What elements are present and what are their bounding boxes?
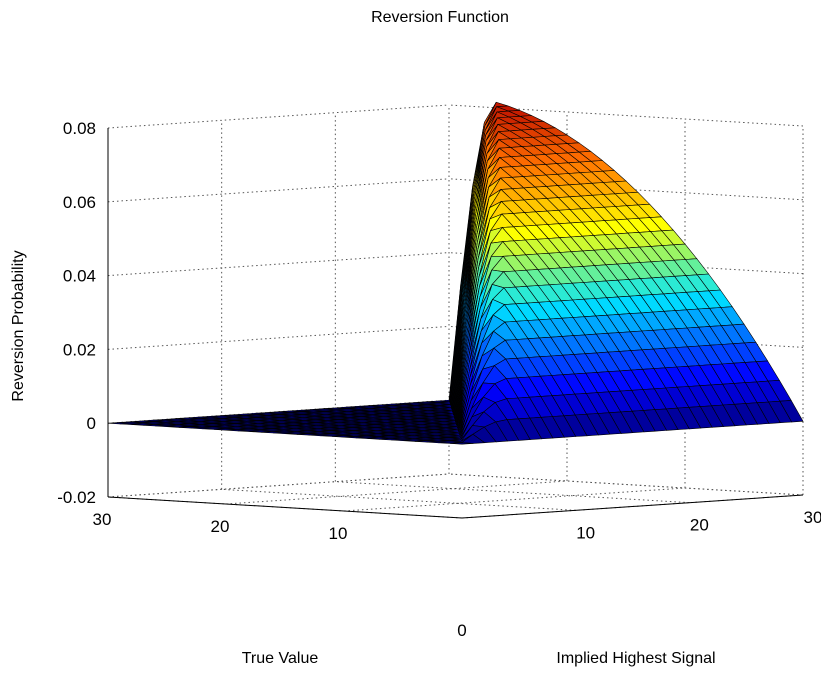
grid-line [448,473,804,496]
grid-line [107,178,450,203]
grid-line [107,473,450,498]
grid-line [448,252,804,275]
y-tick-label: 10 [576,523,595,542]
grid-line [225,480,568,505]
grid-line [448,104,804,127]
grid-line [107,325,450,350]
y-tick-label: 30 [804,508,821,527]
grid-line [107,252,450,277]
x-axis-label: True Value [242,650,319,667]
grid-line [221,488,576,511]
y-tick-label: 0 [457,621,466,640]
tick-labels: -0.02 0 0.02 0.04 0.06 0.08 10 20 30 0 10 20 30 [57,119,821,640]
z-tick-label: 0.02 [63,340,96,359]
x-tick-label: 20 [211,517,230,536]
grid-line [107,473,450,498]
z-tick-label: 0.08 [63,119,96,138]
grid-line [343,487,686,512]
y-tick-label: 20 [690,516,709,535]
x-tick-label: 10 [329,524,348,543]
x-axis-line [107,496,463,519]
surface-cell [450,442,474,445]
z-tick-label: 0.04 [63,267,96,286]
y-axis-line [461,494,804,519]
axes-grid [107,104,804,519]
z-axis-label: Reversion Probability [10,250,27,401]
grid-line [448,178,804,201]
z-tick-label: 0.06 [63,193,96,212]
grid-line [335,481,690,504]
grid-line [448,473,804,496]
z-tick-label: 0 [87,414,96,433]
grid-line [107,104,450,129]
surface-plot [107,101,804,445]
chart-title: Reversion Function [371,9,509,26]
y-axis-label: Implied Highest Signal [556,650,715,667]
z-tick-label: -0.02 [57,488,96,507]
x-tick-label: 30 [93,510,112,529]
